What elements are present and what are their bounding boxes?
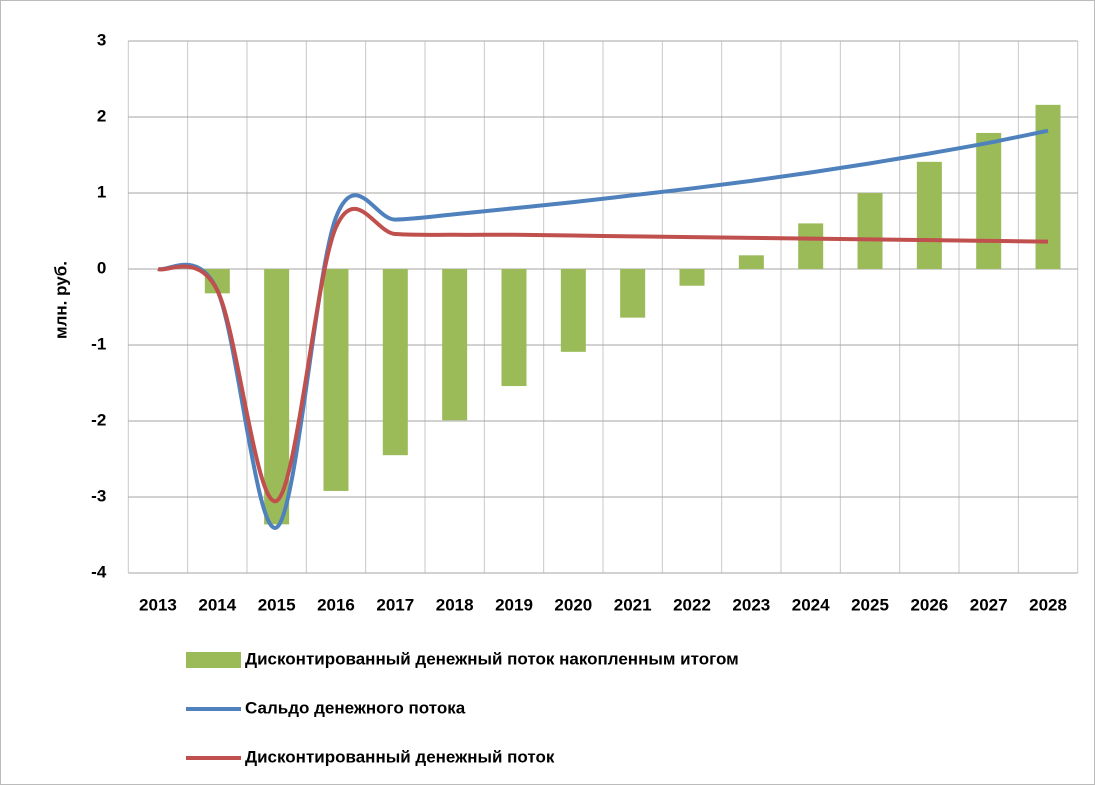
bar	[501, 269, 527, 387]
bar	[442, 269, 468, 421]
y-tick-label: 1	[97, 182, 106, 201]
y-tick-label: 0	[97, 258, 106, 277]
bar	[976, 132, 1002, 269]
bar	[620, 269, 646, 318]
y-tick-label: -2	[91, 410, 106, 429]
bar	[323, 269, 349, 491]
y-tick-label: -3	[91, 486, 106, 505]
x-tick-label: 2019	[495, 595, 533, 614]
bar	[916, 161, 942, 269]
x-tick-label: 2013	[139, 595, 177, 614]
x-tick-label: 2020	[554, 595, 592, 614]
x-tick-label: 2025	[851, 595, 889, 614]
x-tick-label: 2016	[317, 595, 355, 614]
x-tick-label: 2014	[198, 595, 236, 614]
legend-label: Сальдо денежного потока	[245, 698, 466, 717]
x-tick-label: 2026	[910, 595, 948, 614]
x-tick-label: 2015	[258, 595, 296, 614]
x-tick-label: 2027	[970, 595, 1008, 614]
x-tick-label: 2023	[732, 595, 770, 614]
x-tick-label: 2021	[614, 595, 652, 614]
legend-label: Дисконтированный денежный поток накоплен…	[245, 649, 739, 668]
line	[157, 128, 1049, 530]
bar	[679, 269, 705, 286]
bar	[738, 255, 764, 269]
x-tick-label: 2018	[436, 595, 474, 614]
x-tick-label: 2022	[673, 595, 711, 614]
y-tick-label: -4	[91, 562, 107, 581]
bar	[1035, 104, 1061, 269]
bar	[382, 269, 408, 456]
y-axis-label: млн. руб.	[51, 261, 70, 339]
line	[157, 206, 1049, 503]
legend-label: Дисконтированный денежный поток	[245, 747, 555, 766]
bar	[560, 269, 586, 352]
bar	[798, 223, 824, 269]
y-tick-label: -1	[91, 334, 106, 353]
y-tick-label: 3	[97, 30, 106, 49]
x-tick-label: 2017	[376, 595, 414, 614]
x-tick-label: 2028	[1029, 595, 1067, 614]
y-tick-label: 2	[97, 106, 106, 125]
bar	[857, 193, 883, 269]
legend-swatch	[186, 652, 241, 668]
x-tick-label: 2024	[792, 595, 830, 614]
